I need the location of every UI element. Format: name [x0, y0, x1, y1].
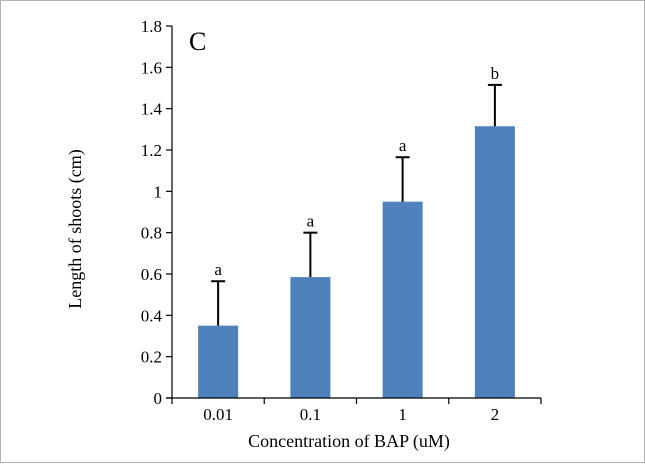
bar-0.1: [290, 277, 331, 398]
y-tick-label-1: 1: [154, 182, 163, 201]
y-tick-label-1.6: 1.6: [141, 58, 162, 77]
x-tick-label-0.1: 0.1: [300, 405, 321, 424]
bars-layer: [198, 126, 515, 398]
error-bars-layer: [211, 83, 502, 326]
significance-label-0.1: a: [307, 212, 315, 231]
y-tick-label-0: 0: [154, 389, 163, 408]
x-axis-title: Concentration of BAP (uM): [248, 431, 450, 452]
labels-layer: a 0.01 a 0.1 a 1 b 2 0 0.2 0.4 0.6 0.8 1 1.2 1.4 1.6 1.8: [141, 17, 499, 424]
significance-label-0.01: a: [214, 260, 222, 279]
significance-label-2: b: [491, 64, 500, 83]
y-tick-label-1.4: 1.4: [141, 100, 163, 119]
x-tick-label-0.01: 0.01: [203, 405, 233, 424]
panel-label: C: [189, 27, 206, 56]
y-tick-label-0.2: 0.2: [141, 348, 162, 367]
y-tick-label-0.6: 0.6: [141, 265, 162, 284]
y-tick-label-0.8: 0.8: [141, 224, 162, 243]
y-tick-label-0.4: 0.4: [141, 306, 163, 325]
y-axis-title: Length of shoots (cm): [65, 149, 86, 308]
x-tick-label-1: 1: [398, 405, 407, 424]
bar-1: [382, 201, 423, 398]
y-tick-label-1.8: 1.8: [141, 17, 162, 36]
x-tick-label-2: 2: [491, 405, 500, 424]
y-tick-label-1.2: 1.2: [141, 141, 162, 160]
axes-layer: [166, 25, 542, 404]
bar-2: [474, 126, 515, 398]
bar-0.01: [198, 325, 239, 398]
significance-label-1: a: [399, 136, 407, 155]
